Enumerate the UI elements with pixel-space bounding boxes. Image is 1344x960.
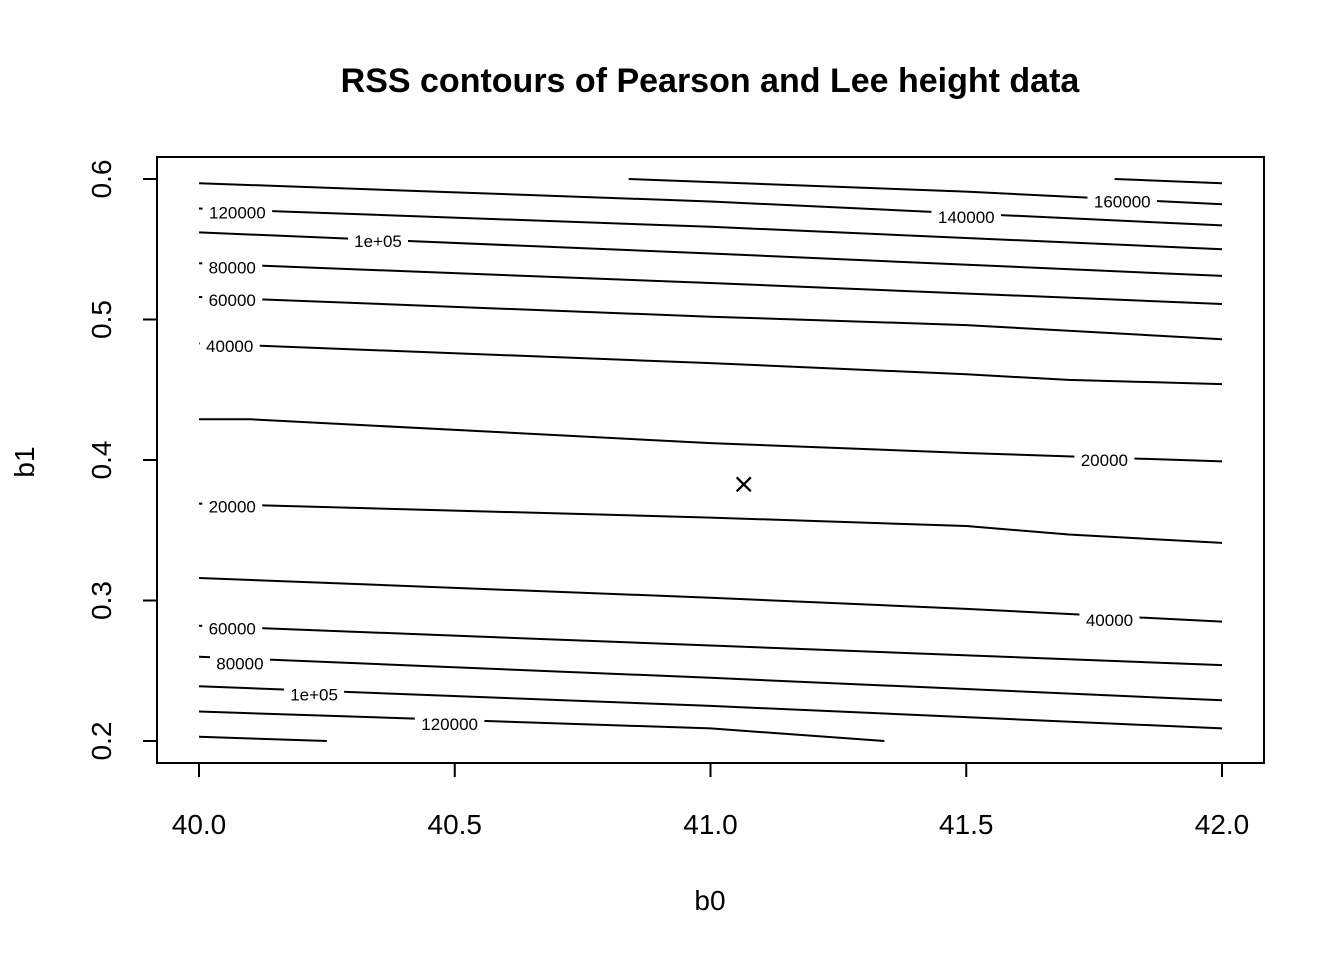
y-axis-label: b1 xyxy=(9,446,40,477)
x-tick-label: 40.0 xyxy=(172,809,227,840)
x-tick-label: 41.0 xyxy=(683,809,738,840)
contour-lines: 20000 20000 40000 40000 60000 60000 80000 80000… xyxy=(198,178,1223,742)
contour-line xyxy=(1114,178,1223,185)
contour-line xyxy=(198,655,1223,702)
contour-label: 20000 xyxy=(1081,451,1128,470)
x-axis-label: b0 xyxy=(694,885,725,916)
x-tick-label: 41.5 xyxy=(939,809,994,840)
contour-line xyxy=(198,342,1223,386)
contour-label-gap xyxy=(202,287,263,312)
contour-line xyxy=(198,262,1223,305)
contour-label-gap xyxy=(202,200,273,225)
contour-label: 140000 xyxy=(938,208,995,227)
contour-label-gap xyxy=(199,334,260,359)
contour-line xyxy=(198,685,1223,730)
contour-label-gap xyxy=(202,255,263,280)
contour-line xyxy=(198,624,1223,667)
x-tick-label: 42.0 xyxy=(1195,809,1250,840)
contour-label-gap xyxy=(931,204,1002,229)
y-axis: 0.2 0.3 0.4 0.5 0.6 xyxy=(86,160,158,761)
contour-label-gap xyxy=(1087,189,1158,214)
contour-line xyxy=(198,296,1223,341)
minimum-marker-layer: × xyxy=(732,467,755,500)
contour-label: 1e+05 xyxy=(354,232,402,251)
contour-label: 40000 xyxy=(206,337,253,356)
contour-label: 60000 xyxy=(209,620,256,639)
x-axis: 40.0 40.5 41.0 41.5 42.0 xyxy=(172,762,1250,840)
chart-title: RSS contours of Pearson and Lee height d… xyxy=(341,62,1081,100)
y-tick-label: 0.5 xyxy=(86,300,117,339)
contour-line xyxy=(198,735,327,742)
contour-line xyxy=(198,182,1223,227)
contour-label: 20000 xyxy=(209,497,256,516)
contour-line xyxy=(198,577,1223,623)
contour-label: 1e+05 xyxy=(290,686,338,705)
y-tick-label: 0.2 xyxy=(86,722,117,761)
contour-label: 120000 xyxy=(209,204,266,223)
contour-label-gap xyxy=(284,682,345,707)
contour-label: 120000 xyxy=(421,715,478,734)
contour-line xyxy=(199,418,1223,463)
contour-label-gap xyxy=(414,712,485,737)
contour-line xyxy=(198,710,885,742)
contour-label-gap xyxy=(1079,608,1140,633)
y-tick-label: 0.4 xyxy=(86,441,117,480)
contour-line xyxy=(198,502,1223,544)
contour-label-gap xyxy=(209,651,270,676)
y-tick-label: 0.6 xyxy=(86,160,117,199)
contour-label: 80000 xyxy=(209,259,256,278)
minimum-marker: × xyxy=(732,467,755,500)
y-tick-label: 0.3 xyxy=(86,581,117,620)
contour-label-gap xyxy=(348,228,409,253)
contour-label: 80000 xyxy=(216,655,263,674)
contour-label: 60000 xyxy=(209,291,256,310)
contour-line xyxy=(198,207,1223,251)
x-tick-label: 40.5 xyxy=(428,809,483,840)
contour-label: 40000 xyxy=(1086,611,1133,630)
contour-label-gap xyxy=(202,616,263,641)
contour-label-gap xyxy=(202,494,263,519)
contour-label: 160000 xyxy=(1094,192,1151,211)
contour-label-gap xyxy=(1074,448,1135,472)
